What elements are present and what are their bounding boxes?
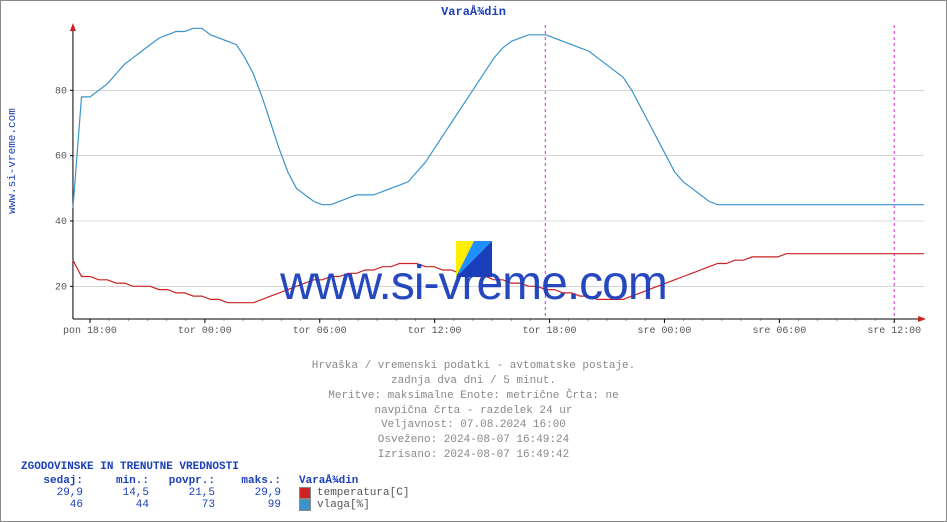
svg-text:40: 40 <box>55 216 67 227</box>
legend-series-name: vlaga[%] <box>317 499 370 511</box>
legend-val: 99 <box>219 499 285 511</box>
svg-text:80: 80 <box>55 85 67 96</box>
svg-text:sre 06:00: sre 06:00 <box>752 325 806 336</box>
footer-line: zadnja dva dni / 5 minut. <box>1 374 946 389</box>
chart-plot-area: 20 40 60 80 pon 18:00 tor 00:00 tor 06:00 tor 1… <box>45 21 934 339</box>
legend-val: 29,9 <box>219 487 285 499</box>
chart-title: VaraÅ¾din <box>1 5 946 19</box>
legend-series-name: temperatura[C] <box>317 487 409 499</box>
legend-val: 44 <box>87 499 153 511</box>
footer-line: Hrvaška / vremenski podatki - avtomatske… <box>1 359 946 374</box>
legend-val: 46 <box>21 499 87 511</box>
legend-col-avg: povpr.: <box>153 475 219 487</box>
legend-col-now: sedaj: <box>21 475 87 487</box>
footer-line: navpična črta - razdelek 24 ur <box>1 404 946 419</box>
legend-col-min: min.: <box>87 475 153 487</box>
legend-swatch-humidity <box>299 499 311 511</box>
side-website-text: www.si-vreme.com <box>7 108 19 214</box>
chart-container: www.si-vreme.com VaraÅ¾din 20 40 60 80 pon 1… <box>0 0 947 522</box>
side-website-label: www.si-vreme.com <box>5 1 21 321</box>
legend-row-temperature: 29,9 14,5 21,5 29,9 temperatura[C] <box>21 487 926 499</box>
chart-svg: 20 40 60 80 pon 18:00 tor 00:00 tor 06:00 tor 1… <box>45 21 934 339</box>
watermark-logo <box>456 241 492 277</box>
svg-text:sre 12:00: sre 12:00 <box>867 325 921 336</box>
svg-text:tor 00:00: tor 00:00 <box>178 325 232 336</box>
legend-val: 29,9 <box>21 487 87 499</box>
legend-station: VaraÅ¾din <box>299 475 358 487</box>
svg-text:tor 18:00: tor 18:00 <box>523 325 577 336</box>
footer-line: Osveženo: 2024-08-07 16:49:24 <box>1 433 946 448</box>
legend-col-max: maks.: <box>219 475 285 487</box>
legend-header-row: sedaj: min.: povpr.: maks.: VaraÅ¾din <box>21 475 926 487</box>
svg-text:tor 06:00: tor 06:00 <box>293 325 347 336</box>
legend-val: 21,5 <box>153 487 219 499</box>
legend-val: 73 <box>153 499 219 511</box>
legend-header: ZGODOVINSKE IN TRENUTNE VREDNOSTI <box>21 461 926 473</box>
footer-line: Veljavnost: 07.08.2024 16:00 <box>1 418 946 433</box>
legend-row-humidity: 46 44 73 99 vlaga[%] <box>21 499 926 511</box>
svg-text:sre 00:00: sre 00:00 <box>638 325 692 336</box>
svg-text:tor 12:00: tor 12:00 <box>408 325 462 336</box>
svg-text:60: 60 <box>55 151 67 162</box>
svg-text:20: 20 <box>55 281 67 292</box>
chart-footer-info: Hrvaška / vremenski podatki - avtomatske… <box>1 359 946 463</box>
legend-swatch-temperature <box>299 487 311 499</box>
legend-block: ZGODOVINSKE IN TRENUTNE VREDNOSTI sedaj:… <box>21 461 926 511</box>
legend-val: 14,5 <box>87 487 153 499</box>
footer-line: Meritve: maksimalne Enote: metrične Črta… <box>1 389 946 404</box>
svg-text:pon 18:00: pon 18:00 <box>63 325 117 336</box>
